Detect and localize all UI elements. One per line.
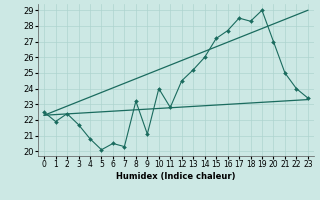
X-axis label: Humidex (Indice chaleur): Humidex (Indice chaleur)	[116, 172, 236, 181]
